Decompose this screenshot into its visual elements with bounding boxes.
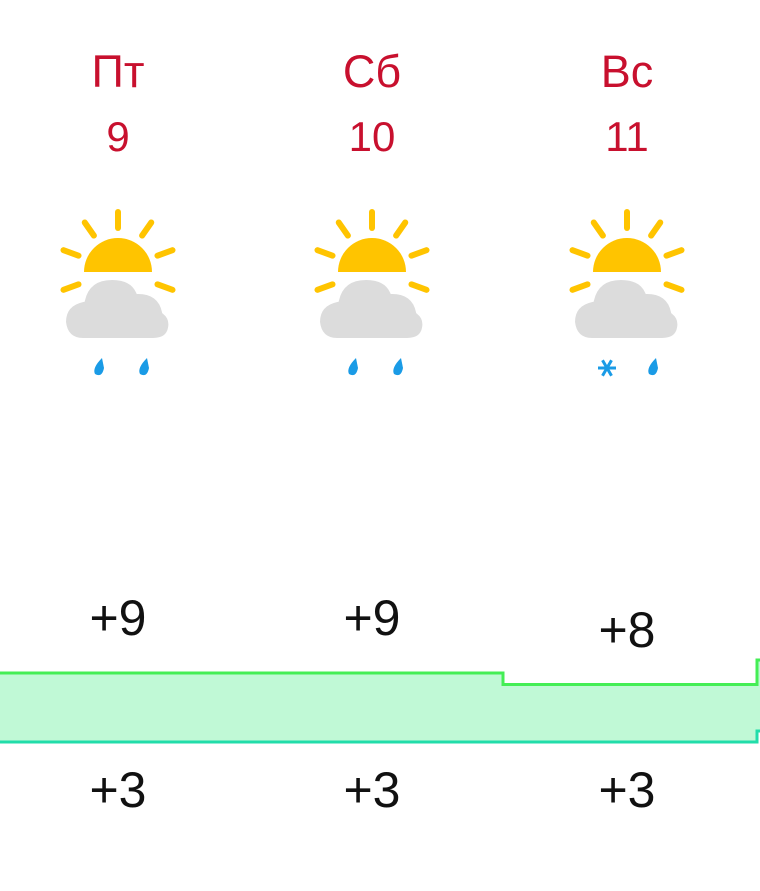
raindrop-icon [393, 358, 403, 376]
forecast-day-2[interactable]: Вс 11 +8 +3 [500, 0, 754, 891]
low-temperature: +3 [598, 762, 656, 818]
low-temperature: +3 [89, 762, 147, 818]
high-temperature: +9 [89, 590, 147, 646]
raindrop-icon [94, 358, 104, 376]
partly-cloudy-rain-icon [302, 200, 442, 385]
band-fill [0, 660, 760, 742]
partly-cloudy-sleet-icon [557, 200, 697, 385]
day-date: 9 [106, 113, 130, 160]
forecast-day-1[interactable]: Сб 10 +9 +3 [245, 0, 499, 891]
day-date: 11 [605, 113, 649, 160]
forecast-day-0[interactable]: Пт 9 +9 +3 [0, 0, 245, 891]
raindrop-icon [348, 358, 358, 376]
high-temperature: +8 [598, 601, 656, 658]
day-name: Сб [342, 46, 402, 97]
high-line [0, 658, 760, 686]
partly-cloudy-rain-icon [48, 200, 188, 385]
low-line [0, 729, 760, 744]
day-name: Вс [600, 46, 654, 97]
snowflake-icon [598, 359, 616, 377]
low-temperature: +3 [343, 762, 401, 818]
raindrop-icon [648, 358, 658, 376]
raindrop-icon [139, 358, 149, 376]
day-date: 10 [348, 113, 396, 160]
day-name: Пт [91, 46, 145, 97]
high-temperature: +9 [343, 590, 401, 646]
